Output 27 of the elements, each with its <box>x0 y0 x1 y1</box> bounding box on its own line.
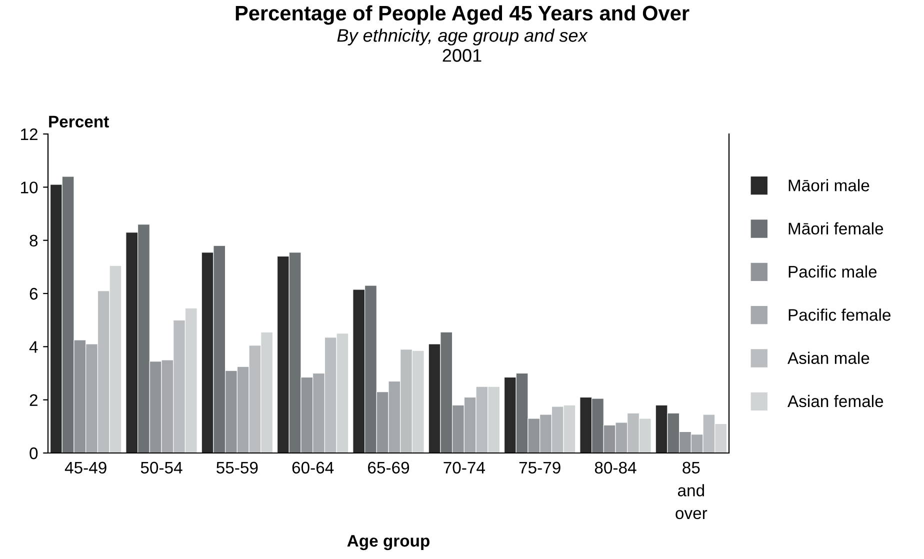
y-tick-label: 6 <box>30 288 38 300</box>
legend-label: Pacific female <box>788 308 890 321</box>
x-tick-label: 85 and over <box>676 462 708 520</box>
x-axis-title: Age group <box>347 535 430 550</box>
x-tick-label: 80-84 <box>594 462 636 474</box>
x-tick-label: 70-74 <box>444 462 485 474</box>
text: 2001 <box>442 49 482 62</box>
legend-label: Asian male <box>788 352 870 364</box>
x-tick-label: 55-59 <box>216 462 258 474</box>
x-tick-label: 50-54 <box>140 462 182 474</box>
y-tick-label: 8 <box>30 234 38 247</box>
x-tick-label: 45-49 <box>64 462 106 474</box>
chart-subtitle: By ethnicity, age group and sex <box>337 28 588 46</box>
x-tick-label: 60-64 <box>292 462 334 474</box>
legend-label: Māori female <box>788 222 884 234</box>
x-tick-label: 65-69 <box>368 462 410 474</box>
y-tick-label: 0 <box>30 447 38 460</box>
y-tick-label: 12 <box>21 128 38 140</box>
legend-label: Pacific male <box>788 265 877 278</box>
y-tick-label: 4 <box>29 341 38 353</box>
y-tick-label: 2 <box>30 394 38 406</box>
legend-label: Asian female <box>788 394 884 408</box>
x-tick-label: 75-79 <box>519 462 560 474</box>
y-tick-label: 10 <box>21 182 38 194</box>
legend-label: Māori male <box>788 179 870 192</box>
chart-title: Percentage of People Aged 45 Years and Over <box>236 5 690 25</box>
y-axis-title: Percent <box>49 116 109 128</box>
